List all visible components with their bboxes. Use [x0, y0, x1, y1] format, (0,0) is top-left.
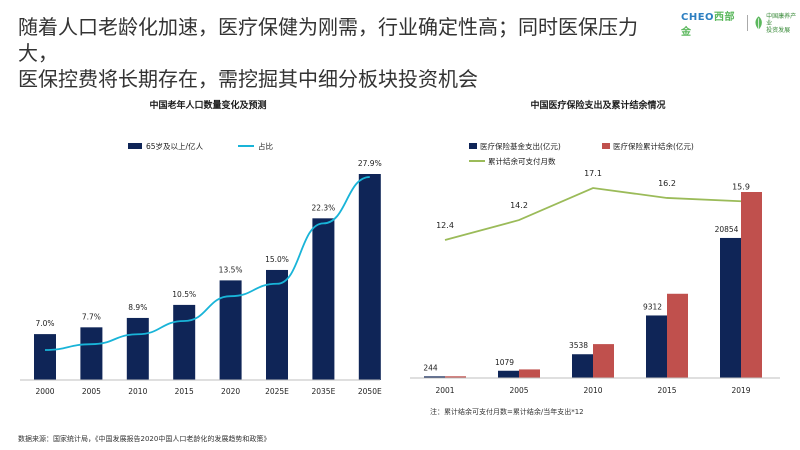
- left-share-label: 10.5%: [172, 290, 196, 299]
- left-bar: [266, 269, 288, 380]
- left-x-tick: 2020: [221, 387, 240, 396]
- right-x-tick: 2005: [509, 386, 528, 395]
- left-share-line: [44, 176, 370, 351]
- right-expense-bar: [498, 370, 519, 378]
- left-bar: [34, 334, 56, 380]
- left-share-label: 7.0%: [35, 319, 54, 328]
- leaf-icon: [755, 16, 762, 30]
- right-months-label: 12.4: [436, 221, 454, 230]
- right-expense-label: 244: [423, 363, 438, 372]
- left-x-tick: 2050E: [358, 387, 382, 396]
- left-share-label: 27.9%: [358, 159, 382, 168]
- chart-note: 注：累计结余可支付月数=累计结余/当年支出*12: [430, 408, 584, 416]
- left-x-tick: 2000: [35, 387, 54, 396]
- headline: 随着人口老龄化加速，医疗保健为刚需，行业确定性高；同时医保压力大， 医保控费将长…: [18, 14, 668, 92]
- logo-brand: CHEO西部金: [681, 12, 736, 38]
- left-bar: [173, 304, 196, 380]
- headline-line-2: 医保控费将长期存在，需挖掘其中细分板块投资机会: [18, 67, 478, 91]
- right-expense-label: 9312: [643, 302, 662, 311]
- right-expense-bar: [646, 315, 667, 378]
- data-source: 数据来源：国家统计局，《中国发展报告2020中国人口老龄化的发展趋势和政策》: [18, 435, 271, 443]
- right-legend-balance-swatch: [602, 143, 610, 149]
- right-legend-expense-label: 医疗保险基金支出(亿元): [480, 141, 561, 151]
- right-balance-bar: [519, 369, 540, 378]
- right-balance-bar: [445, 376, 466, 378]
- right-chart-title: 中国医疗保险支出及累计结余情况: [530, 99, 665, 111]
- right-expense-label: 3538: [569, 341, 588, 350]
- right-months-label: 15.9: [732, 182, 750, 191]
- right-x-tick: 2001: [435, 386, 454, 395]
- left-x-tick: 2015: [175, 387, 194, 396]
- left-bar: [126, 317, 149, 380]
- right-legend-months-label: 累计结余可支付月数: [488, 156, 556, 166]
- left-share-label: 13.5%: [219, 265, 243, 274]
- left-legend-bar-swatch: [128, 143, 142, 149]
- right-months-label: 17.1: [584, 169, 602, 178]
- left-bar: [312, 218, 335, 380]
- right-x-tick: 2015: [657, 386, 676, 395]
- right-expense-bar: [720, 237, 741, 378]
- right-balance-bar: [667, 293, 688, 378]
- right-x-tick: 2010: [583, 386, 602, 395]
- right-legend-expense-swatch: [469, 143, 477, 149]
- left-bar: [358, 174, 381, 380]
- left-legend-line-label: 占比: [258, 141, 273, 151]
- left-bar: [80, 327, 103, 380]
- right-expense-label: 1079: [495, 358, 514, 367]
- left-x-tick: 2010: [128, 387, 147, 396]
- left-share-label: 7.7%: [82, 312, 101, 321]
- right-expense-bar: [572, 354, 593, 378]
- right-expense-label: 20854: [715, 225, 739, 234]
- right-balance-bar: [593, 344, 614, 378]
- headline-line-1: 随着人口老龄化加速，医疗保健为刚需，行业确定性高；同时医保压力大，: [18, 15, 638, 65]
- left-share-label: 8.9%: [128, 303, 147, 312]
- right-expense-bar: [424, 376, 445, 378]
- right-months-label: 14.2: [510, 201, 528, 210]
- left-share-label: 15.0%: [265, 255, 289, 264]
- left-share-label: 22.3%: [311, 203, 335, 212]
- right-balance-bar: [741, 192, 762, 378]
- left-bar: [219, 280, 242, 380]
- right-x-tick: 2019: [731, 386, 750, 395]
- left-legend-bar-label: 65岁及以上/亿人: [146, 141, 204, 151]
- left-chart-title: 中国老年人口数量变化及预测: [149, 99, 266, 111]
- left-x-tick: 2005: [82, 387, 101, 396]
- right-months-line: [444, 187, 742, 241]
- logo: CHEO西部金 中国康养产业 投资发展: [681, 12, 800, 38]
- left-x-tick: 2025E: [265, 387, 289, 396]
- right-months-label: 16.2: [658, 179, 676, 188]
- right-legend-balance-label: 医疗保险累计结余(亿元): [613, 141, 694, 151]
- logo-sub: 中国康养产业 投资发展: [766, 12, 797, 34]
- left-x-tick: 2035E: [311, 387, 335, 396]
